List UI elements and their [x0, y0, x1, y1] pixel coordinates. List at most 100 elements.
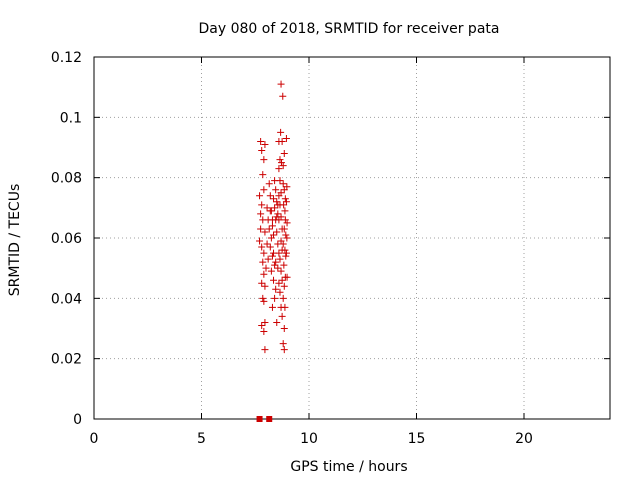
data-point-square	[266, 416, 273, 422]
data-point	[278, 312, 286, 320]
data-point	[263, 204, 271, 212]
data-point	[270, 249, 278, 257]
data-point	[266, 243, 274, 251]
data-point	[274, 201, 282, 209]
data-point	[257, 137, 265, 145]
data-point	[277, 128, 285, 136]
data-point	[258, 321, 266, 329]
data-point	[260, 297, 268, 305]
data-point	[274, 210, 282, 218]
data-point	[278, 276, 286, 284]
data-point	[266, 192, 274, 200]
data-point	[259, 171, 267, 179]
data-point	[261, 228, 269, 236]
y-tick-label: 0.1	[60, 110, 82, 126]
data-point	[280, 282, 288, 290]
data-point	[272, 186, 280, 194]
data-point	[276, 288, 284, 296]
data-point	[271, 261, 279, 269]
data-point	[281, 303, 289, 311]
data-point	[281, 246, 289, 254]
data-point	[258, 279, 266, 287]
x-axis-label: GPS time / hours	[290, 459, 407, 475]
data-point	[266, 207, 274, 215]
data-point	[273, 213, 281, 221]
data-point	[265, 180, 273, 188]
data-point	[267, 267, 275, 275]
data-point	[283, 183, 291, 191]
y-tick-label: 0.06	[51, 231, 82, 247]
data-point	[268, 222, 276, 230]
data-point	[272, 258, 280, 266]
data-point	[281, 195, 289, 203]
y-tick-label: 0	[73, 412, 82, 428]
data-point	[271, 294, 279, 302]
y-axis-label: SRMTID / TECUs	[7, 184, 23, 297]
data-point	[283, 234, 291, 242]
y-tick-label: 0.04	[51, 291, 82, 307]
data-point	[282, 198, 290, 206]
x-tick-label: 20	[515, 431, 533, 447]
data-point	[260, 249, 268, 257]
y-tick-label: 0.12	[51, 50, 82, 66]
data-point	[275, 165, 283, 173]
data-point	[263, 240, 271, 248]
data-point	[282, 252, 290, 260]
data-point	[272, 285, 280, 293]
data-point	[279, 92, 287, 100]
x-tick-label: 0	[90, 431, 99, 447]
data-point	[282, 231, 290, 239]
data-point	[264, 255, 272, 263]
data-point	[280, 225, 288, 233]
data-point	[280, 346, 288, 354]
data-points	[256, 80, 291, 422]
data-point	[273, 318, 281, 326]
data-point	[270, 276, 278, 284]
data-point	[274, 264, 282, 272]
data-point	[256, 192, 264, 200]
data-point	[279, 162, 287, 170]
data-point	[279, 340, 287, 348]
data-point	[273, 228, 281, 236]
data-point	[275, 192, 283, 200]
data-point	[262, 264, 270, 272]
data-point	[280, 150, 288, 158]
tick-labels: 0 5 10 15 20 0 0.02 0.04 0.06 0.08 0.1 0.12	[51, 50, 533, 447]
data-point	[275, 137, 283, 145]
data-point	[257, 225, 265, 233]
data-point	[258, 243, 266, 251]
data-point	[261, 318, 269, 326]
data-point	[259, 258, 267, 266]
data-point	[271, 204, 279, 212]
data-point	[273, 198, 281, 206]
data-point	[258, 201, 266, 209]
data-point	[261, 140, 269, 148]
data-point	[270, 195, 278, 203]
data-point	[283, 273, 291, 281]
data-point	[257, 210, 265, 218]
data-point	[265, 225, 273, 233]
data-point	[258, 147, 266, 155]
data-point	[281, 207, 289, 215]
data-point	[282, 134, 290, 142]
data-point	[282, 249, 290, 257]
data-point	[261, 346, 269, 354]
data-point	[259, 294, 267, 302]
y-tick-label: 0.02	[51, 352, 82, 368]
ticks	[93, 56, 610, 420]
data-point	[277, 159, 285, 167]
grid	[94, 57, 610, 419]
data-point	[279, 240, 287, 248]
data-point	[261, 282, 269, 290]
x-tick-label: 15	[408, 431, 426, 447]
chart-title: Day 080 of 2018, SRMTID for receiver pat…	[199, 21, 500, 37]
data-point	[276, 177, 284, 185]
y-tick-label: 0.08	[51, 171, 82, 187]
data-point	[260, 270, 268, 278]
data-point	[280, 261, 288, 269]
data-point	[260, 156, 268, 164]
data-point	[268, 252, 276, 260]
data-point	[277, 267, 285, 275]
